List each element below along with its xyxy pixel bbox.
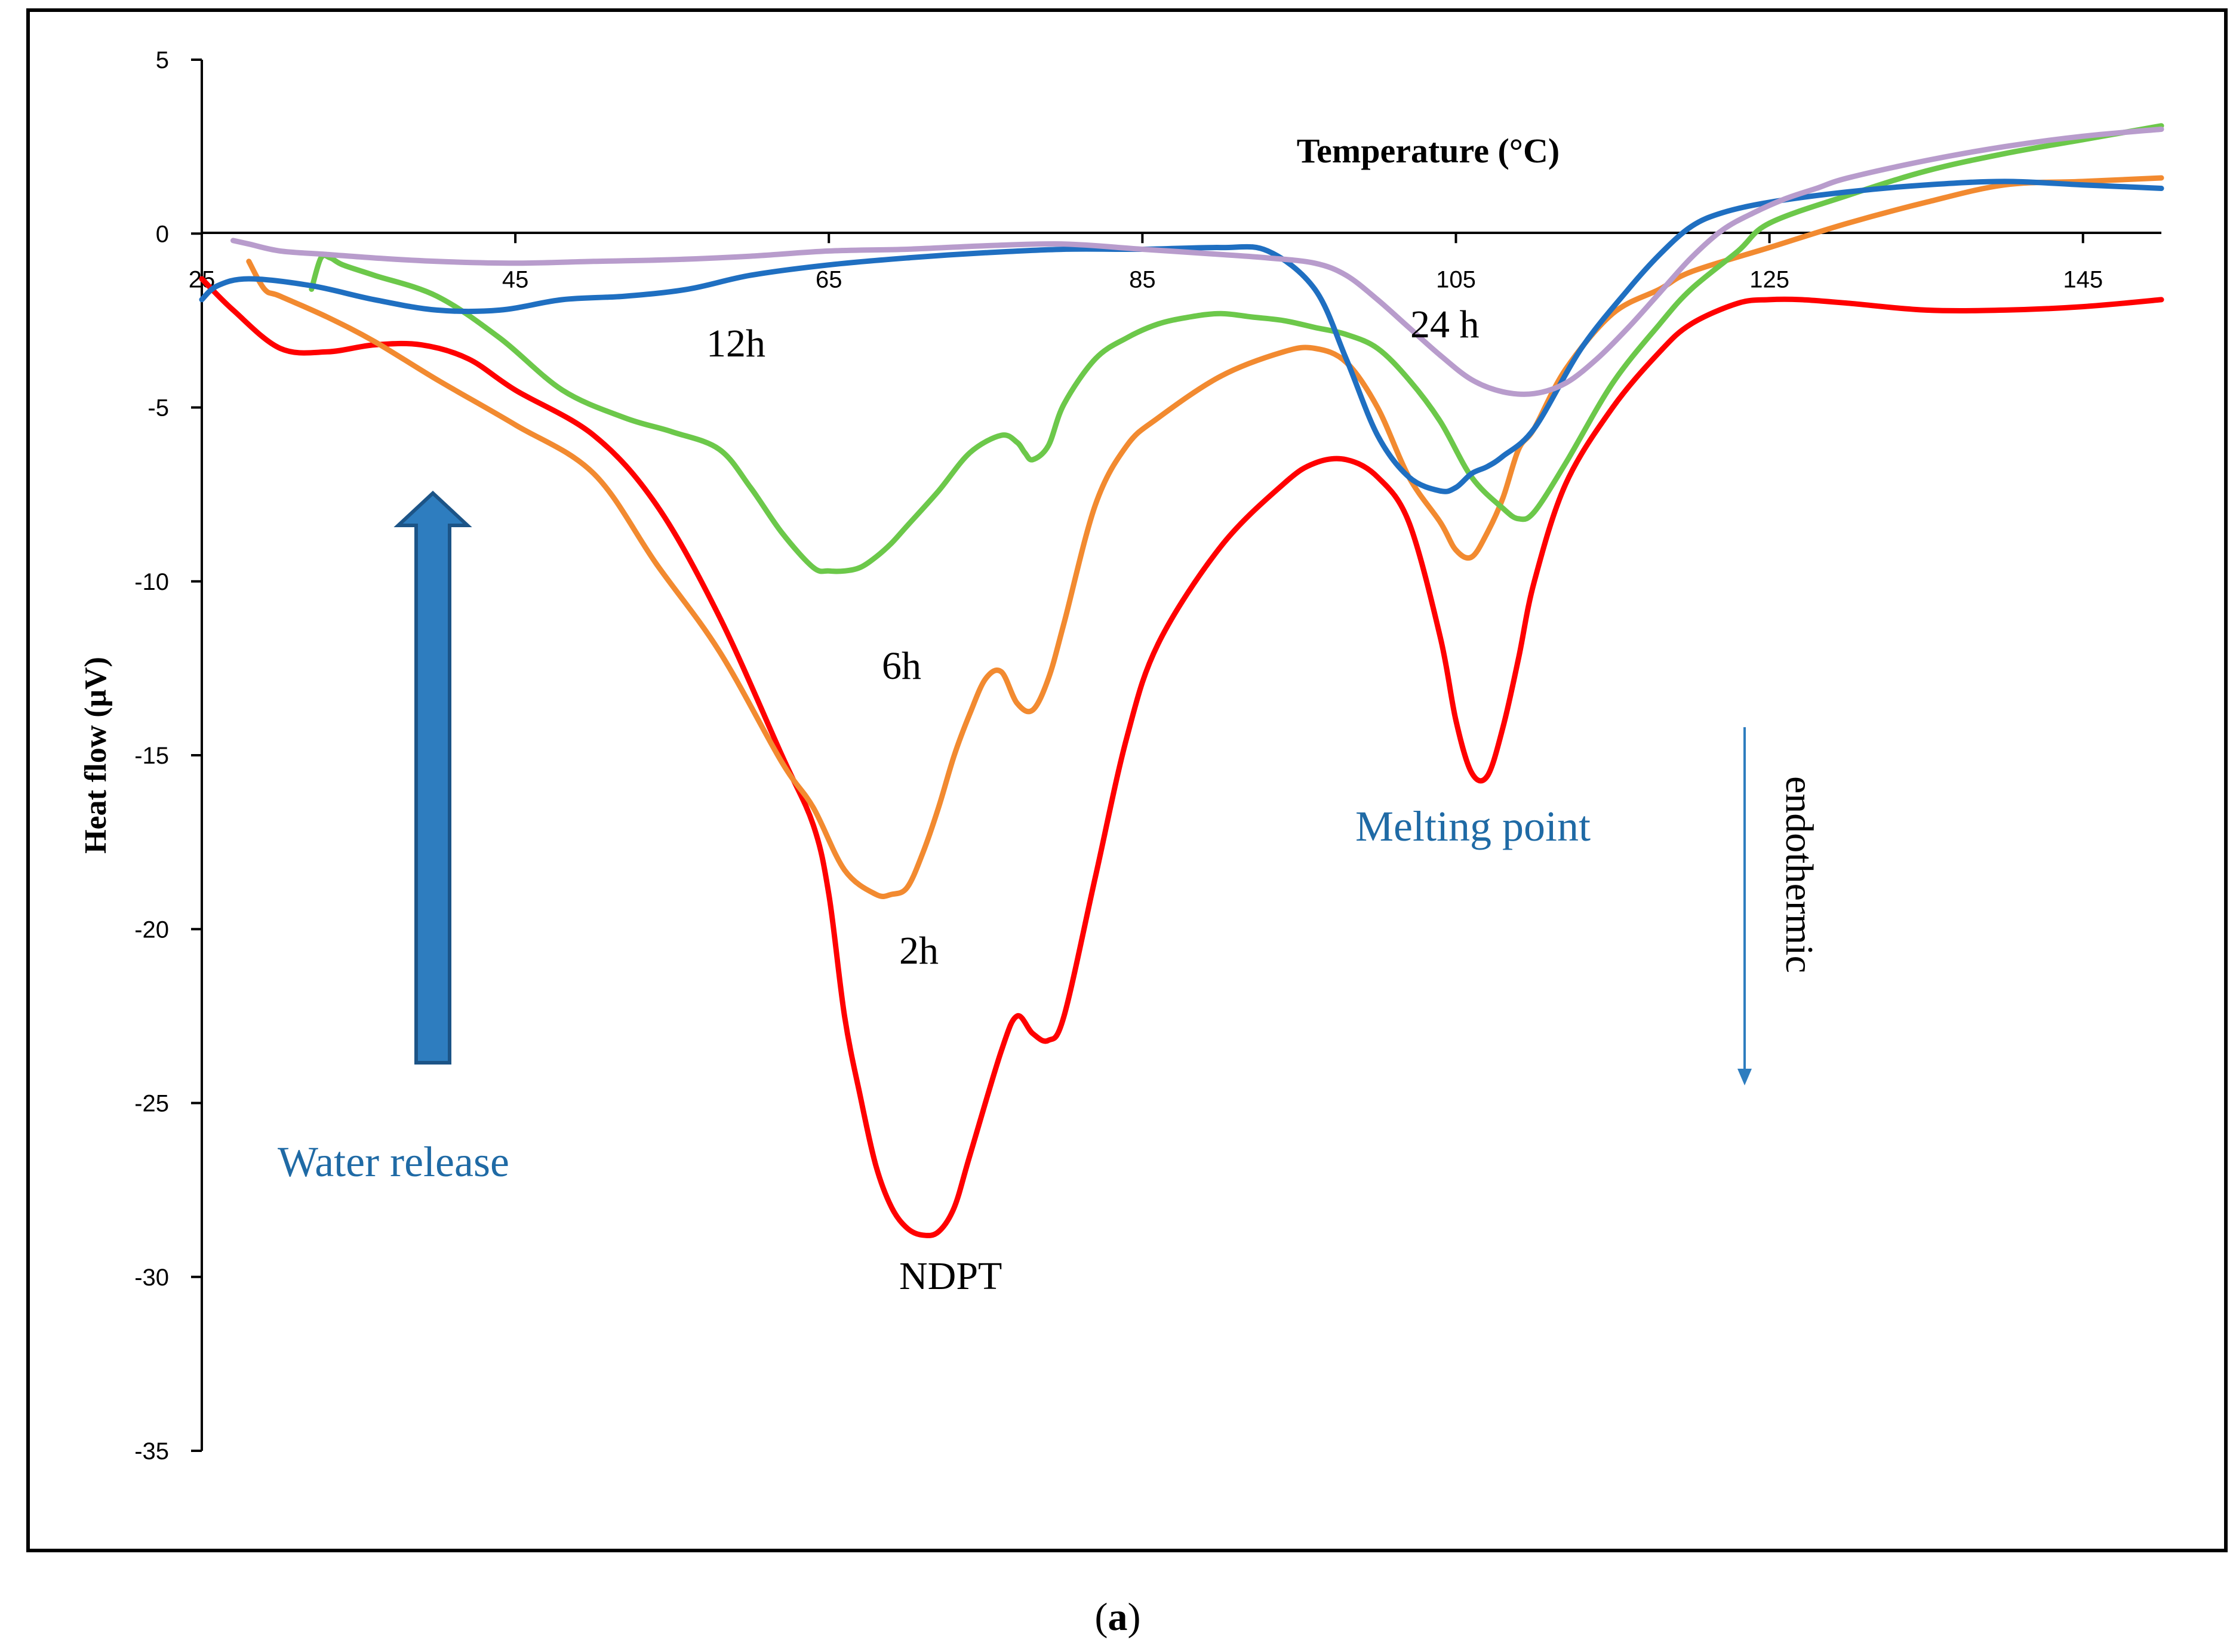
label-6h: 6h <box>882 644 921 688</box>
x-tick-label: 105 <box>1436 266 1476 293</box>
x-tick-label: 45 <box>502 266 529 293</box>
y-tick-label: -20 <box>134 916 169 943</box>
y-tick-label: -30 <box>134 1265 169 1291</box>
x-tick-label: 145 <box>2063 266 2103 293</box>
y-tick-label: -25 <box>134 1091 169 1117</box>
series-line-24h <box>230 127 2164 397</box>
y-tick-label: -15 <box>134 743 169 769</box>
y-tick-label: -5 <box>147 395 169 422</box>
chart-frame <box>26 8 2228 1552</box>
series-layer <box>199 123 2164 1238</box>
y-tick-label: 0 <box>156 221 169 247</box>
series-line-2h <box>246 175 2164 899</box>
label-2h: 2h <box>899 929 939 973</box>
series-line-ndpt <box>199 276 2164 1238</box>
label-endothermic: endothermic <box>1777 776 1821 973</box>
label-water-release: Water release <box>278 1138 509 1186</box>
x-tick-label: 85 <box>1129 266 1156 293</box>
y-tick-label: 5 <box>156 47 169 73</box>
y-ticks: 5 0 -5 -10 -15 -20 -25 -30 -35 <box>134 47 202 1465</box>
series-line-12h <box>199 179 2164 494</box>
label-12h: 12h <box>706 322 765 365</box>
y-tick-label: -10 <box>134 569 169 595</box>
figure-caption: (a) <box>1095 1595 1141 1639</box>
x-axis-title: Temperature (°C) <box>1297 131 1560 170</box>
water-release-arrow <box>393 490 472 1065</box>
y-axis-title: Heat flow (μV) <box>79 657 113 854</box>
x-tick-label: 65 <box>816 266 842 293</box>
x-tick-label: 125 <box>1749 266 1789 293</box>
label-ndpt: NDPT <box>899 1254 1002 1298</box>
series-line-6h <box>309 123 2164 574</box>
y-tick-label: -35 <box>134 1438 169 1465</box>
endothermic-arrowhead <box>1737 1069 1752 1085</box>
label-24h: 24 h <box>1410 303 1480 346</box>
label-melting-point: Melting point <box>1355 802 1591 850</box>
